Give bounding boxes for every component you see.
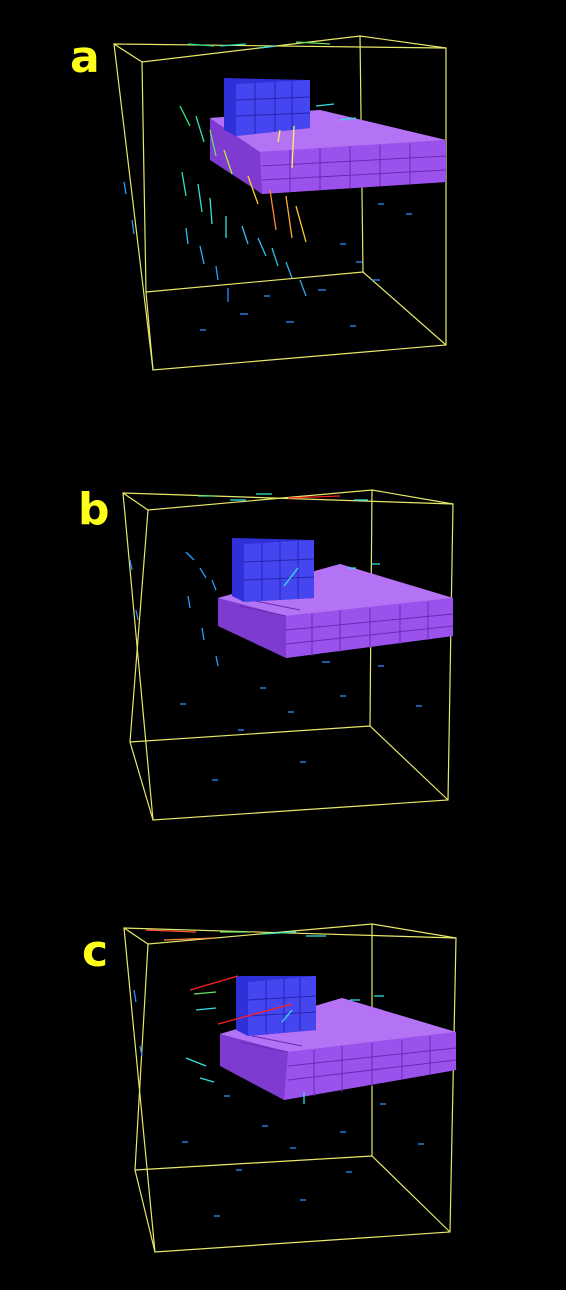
panel-label: c [82, 926, 109, 977]
wireframe-box [113, 35, 447, 371]
blue-cube [224, 78, 311, 136]
panel-a: a [0, 0, 566, 430]
velocity-vectors [123, 41, 412, 331]
wireframe-box [122, 489, 454, 821]
panel-c: c [0, 860, 566, 1290]
blue-cube [236, 976, 317, 1036]
vector-field-render [113, 35, 447, 371]
panel-label: a [70, 32, 100, 83]
panel-label: b [78, 484, 110, 535]
blue-cube [232, 538, 315, 602]
vector-field-render [123, 923, 457, 1253]
panel-b: b [0, 430, 566, 860]
velocity-vectors [133, 929, 424, 1217]
vector-field-render [122, 489, 454, 821]
velocity-vectors [129, 493, 422, 781]
